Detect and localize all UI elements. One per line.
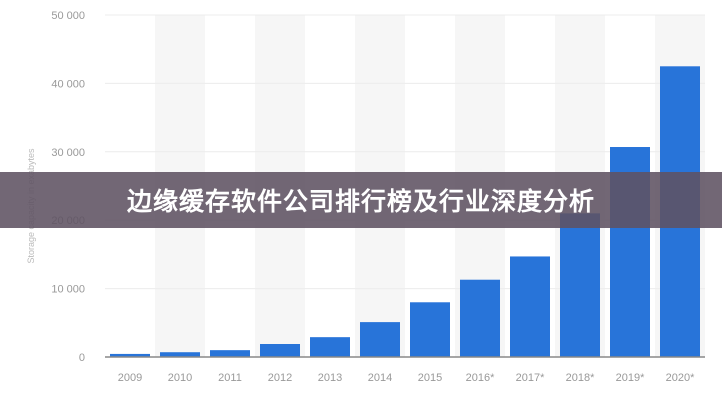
bar (260, 344, 300, 357)
title-banner: 边缘缓存软件公司排行榜及行业深度分析 (0, 172, 722, 228)
x-tick-label: 2020* (666, 372, 695, 384)
bar (310, 337, 350, 357)
bar (560, 213, 600, 357)
x-tick-label: 2011 (218, 372, 242, 384)
y-tick-label: 30 000 (51, 147, 85, 159)
y-tick-label: 0 (79, 352, 85, 364)
chart-title: 边缘缓存软件公司排行榜及行业深度分析 (126, 187, 595, 216)
bar (160, 352, 200, 357)
x-tick-label: 2014 (368, 372, 392, 384)
x-tick-label: 2018* (566, 372, 595, 384)
x-tick-label: 2017* (516, 372, 545, 384)
x-tick-label: 2019* (616, 372, 645, 384)
bar (110, 353, 150, 357)
x-tick-label: 2013 (318, 372, 342, 384)
y-tick-label: 40 000 (51, 78, 85, 90)
x-tick-label: 2012 (268, 372, 292, 384)
x-tick-label: 2016* (466, 372, 495, 384)
x-tick-label: 2015 (418, 372, 442, 384)
x-tick-label: 2010 (168, 372, 192, 384)
bar (460, 279, 500, 357)
bar (410, 302, 450, 357)
bar (210, 350, 250, 357)
bar (510, 256, 550, 357)
y-tick-label: 50 000 (51, 10, 85, 22)
y-tick-label: 10 000 (51, 284, 85, 296)
bar (360, 322, 400, 357)
x-tick-label: 2009 (118, 372, 142, 384)
